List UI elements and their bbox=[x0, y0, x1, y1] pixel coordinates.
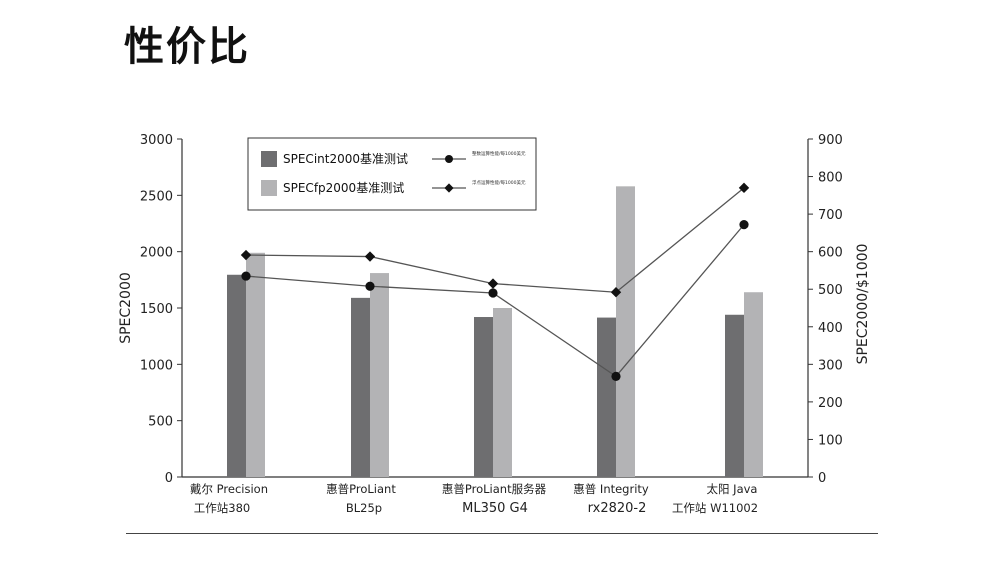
legend-swatch bbox=[261, 151, 277, 167]
axes: 0 500 1000 1500 2000 2500 3000 0 100 200 300 400 500… bbox=[118, 133, 871, 486]
page-title: 性价比 bbox=[124, 24, 250, 70]
point-circle bbox=[611, 371, 621, 381]
y2-axis-label: SPEC2000/$1000 bbox=[855, 244, 871, 365]
point-diamond bbox=[240, 249, 252, 261]
y2-tick-label: 900 bbox=[818, 133, 843, 148]
legend-marker-diamond bbox=[444, 183, 454, 193]
legend-swatch bbox=[261, 180, 277, 196]
category-label-line2: BL25p bbox=[346, 501, 382, 515]
bar bbox=[246, 252, 265, 477]
y-tick-label: 1500 bbox=[140, 302, 173, 317]
legend-label: 浮点运算性能/每1000美元 bbox=[472, 179, 526, 186]
y2-tick-label: 200 bbox=[818, 396, 843, 411]
legend-label: SPECfp2000基准测试 bbox=[283, 180, 404, 195]
bar bbox=[744, 292, 763, 477]
point-diamond bbox=[610, 287, 622, 298]
bar bbox=[725, 314, 744, 477]
y2-tick-label: 700 bbox=[818, 208, 843, 223]
legend-label: SPECint2000基准测试 bbox=[283, 151, 408, 166]
y2-tick-label: 0 bbox=[818, 471, 826, 486]
bottom-rule bbox=[126, 533, 878, 534]
bar bbox=[616, 186, 635, 477]
point-circle bbox=[739, 220, 749, 230]
legend-marker-circle bbox=[445, 155, 453, 163]
bar bbox=[370, 273, 389, 477]
bars bbox=[227, 186, 763, 477]
category-label-line2: ML350 G4 bbox=[462, 501, 528, 516]
bar bbox=[227, 274, 246, 477]
point-circle bbox=[241, 271, 251, 281]
y-tick-label: 500 bbox=[148, 415, 173, 430]
bar bbox=[474, 317, 493, 477]
y-tick-label: 0 bbox=[165, 471, 173, 486]
y-axis-label: SPEC2000 bbox=[118, 272, 134, 344]
series-lines bbox=[240, 182, 750, 381]
category-label-line2: 工作站 W11002 bbox=[672, 501, 758, 515]
category-label-line2: 工作站380 bbox=[194, 501, 250, 515]
category-label-line1: 惠普ProLiant服务器 bbox=[442, 482, 547, 496]
y2-tick-label: 100 bbox=[818, 433, 843, 448]
category-label-line1: 太阳 Java bbox=[707, 482, 758, 496]
y2-tick-label: 500 bbox=[818, 283, 843, 298]
category-label-line1: 惠普ProLiant bbox=[326, 482, 396, 496]
y2-tick-label: 400 bbox=[818, 321, 843, 336]
bar bbox=[351, 297, 370, 477]
y2-tick-label: 300 bbox=[818, 358, 843, 373]
bar bbox=[493, 308, 512, 477]
y2-tick-label: 600 bbox=[818, 246, 843, 261]
point-circle bbox=[488, 288, 498, 298]
bar bbox=[597, 317, 616, 477]
category-label-line2: rx2820-2 bbox=[588, 501, 647, 516]
point-diamond bbox=[364, 251, 376, 262]
category-label-line1: 戴尔 Precision bbox=[190, 482, 268, 496]
legend-box bbox=[247, 137, 537, 211]
point-diamond bbox=[487, 278, 499, 289]
category-labels: 戴尔 Precision 工作站380 惠普ProLiant BL25p 惠普ProLi… bbox=[190, 482, 758, 516]
y-tick-label: 3000 bbox=[140, 133, 173, 148]
point-circle bbox=[365, 281, 375, 291]
y2-tick-label: 800 bbox=[818, 171, 843, 186]
legend-label: 整数运算性能/每1000美元 bbox=[472, 150, 526, 157]
category-label-line1: 惠普 Integrity bbox=[573, 482, 649, 496]
y-tick-label: 1000 bbox=[140, 358, 173, 373]
y-tick-label: 2500 bbox=[140, 189, 173, 204]
y-tick-label: 2000 bbox=[140, 246, 173, 261]
point-diamond bbox=[738, 182, 750, 194]
legend: SPECint2000基准测试 SPECfp2000基准测试 整数运算性能/每100… bbox=[247, 137, 537, 211]
